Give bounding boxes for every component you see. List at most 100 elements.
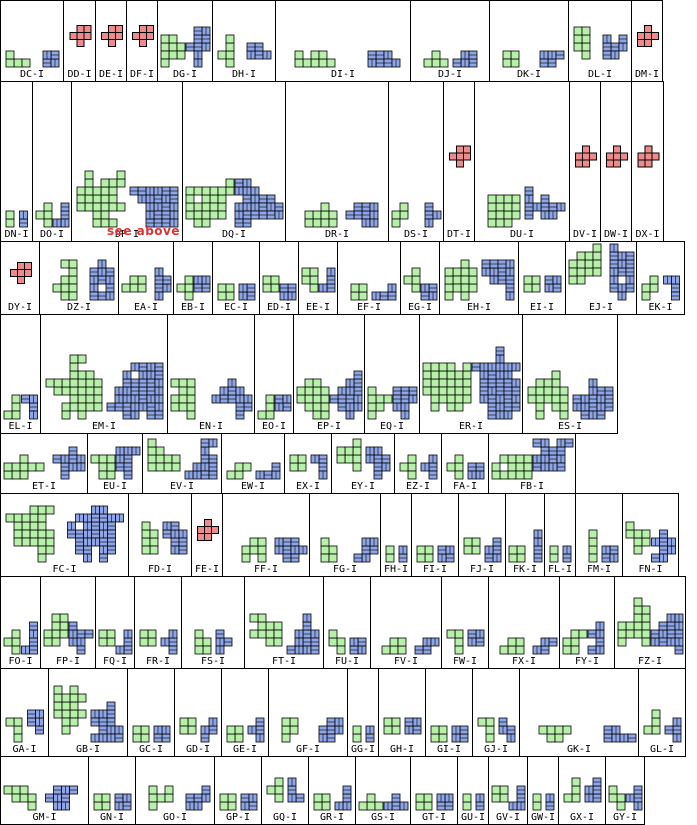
blue-tiling-icon bbox=[52, 202, 70, 228]
tile-figure bbox=[352, 725, 375, 743]
blue-tiling-icon bbox=[533, 529, 543, 563]
tile-figure bbox=[98, 629, 133, 655]
green-piece-icon bbox=[148, 785, 174, 811]
blue-tiling-icon bbox=[67, 505, 124, 563]
tile-figure bbox=[538, 725, 637, 743]
tile-figure bbox=[301, 267, 336, 293]
tile-figure bbox=[132, 725, 171, 743]
tile-label: FQ-I bbox=[102, 656, 128, 667]
tile-label: FJ-I bbox=[469, 564, 495, 575]
tile-figure bbox=[93, 793, 132, 811]
tile-figure bbox=[226, 462, 281, 480]
tile-figure bbox=[217, 34, 272, 68]
tile-label: EX-I bbox=[295, 481, 321, 492]
blue-tiling-icon bbox=[475, 793, 485, 811]
red-piece-icon bbox=[449, 145, 471, 168]
blue-tiling-icon bbox=[353, 537, 379, 563]
tile-label: FS-I bbox=[200, 656, 226, 667]
blue-tiling-icon bbox=[247, 717, 265, 743]
green-piece-icon bbox=[3, 629, 21, 655]
tile-figure bbox=[608, 785, 643, 811]
tile-label: FD-I bbox=[147, 564, 173, 575]
tile-label: GR-I bbox=[319, 812, 345, 823]
tile-label: GC-I bbox=[138, 744, 164, 755]
blue-tiling-icon bbox=[467, 462, 485, 480]
tile-label: EW-I bbox=[240, 481, 266, 492]
blue-tiling-icon bbox=[437, 545, 455, 563]
tile-em-i: EM-I bbox=[40, 314, 168, 434]
tile-eg-i: EG-I bbox=[400, 241, 440, 315]
tile-label: DE-I bbox=[98, 69, 124, 80]
green-piece-icon bbox=[423, 50, 449, 68]
tile-label: DX-I bbox=[635, 229, 660, 240]
green-piece-icon bbox=[532, 793, 542, 811]
green-piece-icon bbox=[641, 275, 659, 301]
tile-label: GW-I bbox=[530, 812, 556, 823]
tile-label: FG-I bbox=[332, 564, 358, 575]
tile-fk-i: FK-I bbox=[505, 493, 545, 577]
tile-er-i: ER-I bbox=[419, 314, 523, 434]
green-piece-icon bbox=[35, 202, 53, 228]
tile-figure bbox=[45, 354, 164, 420]
tile-label: DW-I bbox=[603, 229, 629, 240]
tile-gv-i: GV-I bbox=[488, 756, 528, 825]
tile-label: FL-I bbox=[547, 564, 573, 575]
tile-label: DG-I bbox=[172, 69, 198, 80]
tile-gu-i: GU-I bbox=[457, 756, 489, 825]
tile-label: DV-I bbox=[572, 229, 598, 240]
tile-label: DC-I bbox=[19, 69, 45, 80]
tile-dh-i: DH-I bbox=[212, 0, 276, 82]
blue-tiling-icon bbox=[420, 283, 438, 301]
tile-dq-i: DQ-I bbox=[182, 81, 286, 242]
tile-figure bbox=[160, 26, 211, 68]
tile-figure bbox=[625, 521, 676, 563]
blue-tiling-icon bbox=[115, 629, 133, 655]
blue-tiling-icon bbox=[650, 613, 684, 655]
tile-figure bbox=[132, 25, 154, 47]
tile-gc-i: GC-I bbox=[127, 668, 175, 757]
red-piece-icon bbox=[69, 25, 92, 47]
tile-do-i: DO-I bbox=[32, 81, 72, 242]
see-above-note: see above bbox=[107, 224, 180, 238]
blue-tiling-icon bbox=[21, 621, 38, 655]
tile-gh-i: GH-I bbox=[378, 668, 426, 757]
tile-eo-i: EO-I bbox=[254, 314, 294, 434]
tile-ge-i: GE-I bbox=[221, 668, 269, 757]
tile-label: EZ-I bbox=[405, 481, 431, 492]
tile-figure bbox=[391, 202, 442, 228]
green-piece-icon bbox=[194, 629, 212, 655]
tile-ez-i: EZ-I bbox=[394, 433, 442, 494]
green-piece-icon bbox=[463, 537, 481, 555]
tile-label: FH-I bbox=[383, 564, 409, 575]
green-piece-icon bbox=[320, 537, 338, 563]
green-piece-icon bbox=[563, 777, 581, 803]
tile-figure bbox=[532, 793, 555, 811]
blue-tiling-icon bbox=[481, 259, 515, 301]
tile-label: EY-I bbox=[350, 481, 376, 492]
green-piece-icon bbox=[5, 50, 31, 68]
tile-figure bbox=[562, 621, 605, 655]
tile-figure bbox=[462, 793, 485, 811]
blue-tiling-icon bbox=[451, 725, 469, 743]
tile-ex-i: EX-I bbox=[284, 433, 332, 494]
green-piece-icon bbox=[304, 202, 338, 228]
blue-tiling-icon bbox=[286, 613, 320, 655]
blue-tiling-icon bbox=[508, 785, 526, 811]
tile-figure bbox=[499, 637, 558, 655]
blue-tiling-icon bbox=[345, 202, 379, 228]
tile-figure bbox=[502, 50, 565, 68]
green-piece-icon bbox=[52, 259, 78, 301]
tile-figure bbox=[508, 529, 543, 563]
blue-tiling-icon bbox=[349, 637, 367, 655]
blue-tiling-icon bbox=[544, 275, 562, 293]
tile-et-i: ET-I bbox=[0, 433, 88, 494]
tile-gb-i: GB-I bbox=[48, 668, 128, 757]
blue-tiling-icon bbox=[154, 267, 172, 301]
red-piece-icon bbox=[606, 145, 628, 168]
green-piece-icon bbox=[499, 637, 525, 655]
blue-tiling-icon bbox=[609, 243, 635, 301]
tile-figure bbox=[430, 725, 469, 743]
tile-ef-i: EF-I bbox=[337, 241, 401, 315]
tile-label: DU-I bbox=[509, 229, 535, 240]
tile-figure bbox=[53, 685, 124, 743]
